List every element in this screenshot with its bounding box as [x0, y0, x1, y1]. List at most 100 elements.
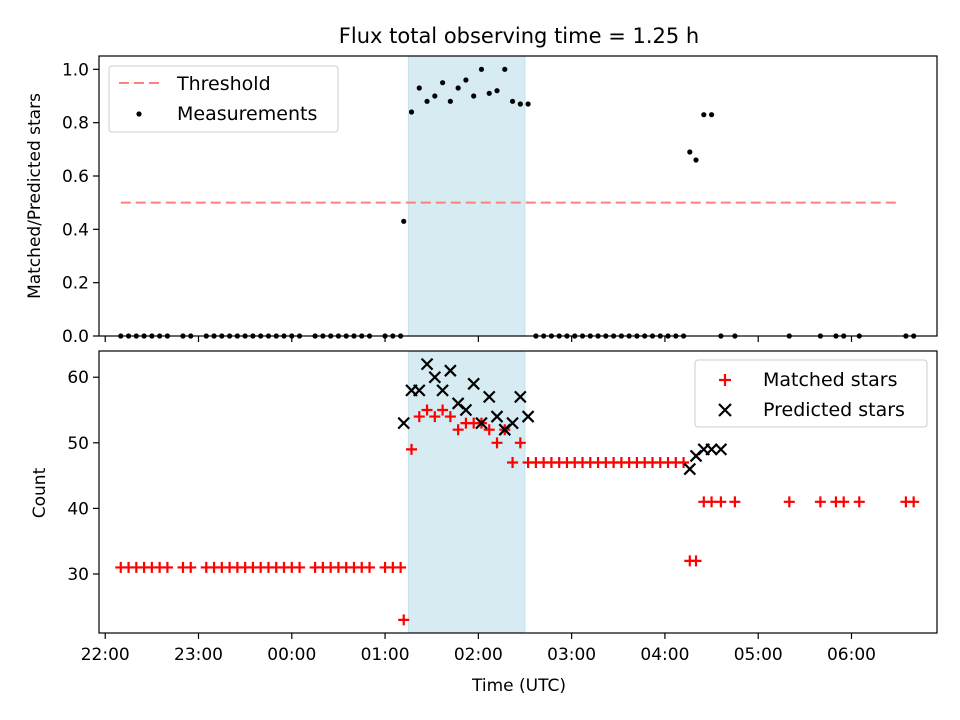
x-tick-label: 06:00 — [827, 645, 876, 665]
bottom-y-axis: 30 40 50 60 — [67, 368, 99, 585]
matched-star-point — [444, 411, 456, 423]
measurement-point — [408, 109, 415, 115]
predicted-star-point — [428, 370, 442, 384]
legend-predicted-label: Predicted stars — [763, 399, 905, 421]
matched-star-point — [838, 496, 850, 508]
y-tick-label: 50 — [67, 434, 89, 454]
matched-star-point — [715, 496, 727, 508]
predicted-star-point — [444, 364, 457, 377]
matched-star-point — [398, 614, 410, 626]
measurement-point — [432, 93, 438, 99]
y-tick-label: 0.2 — [62, 274, 89, 294]
matched-star-point — [483, 424, 495, 436]
bottom-panel: 30 40 50 60 22:00 23:00 00:00 01:00 02:00 03:00 0… — [30, 350, 938, 696]
matched-star-point — [421, 404, 433, 416]
matched-star-point — [507, 456, 519, 468]
y-tick-label: 0.0 — [62, 327, 89, 347]
measurement-point — [486, 90, 492, 96]
bottom-axes-frame — [98, 350, 938, 634]
measurement-point — [502, 66, 508, 72]
measurement-point — [447, 98, 453, 104]
predicted-star-point — [436, 384, 449, 397]
y-tick-label: 0.8 — [62, 114, 89, 134]
legend-predicted-swatch — [718, 403, 732, 417]
bottom-legend: Matched stars Predicted stars — [694, 359, 928, 428]
x-tick-label: 23:00 — [174, 645, 223, 665]
measurement-point — [455, 85, 461, 91]
matched-star-point — [413, 411, 425, 423]
top-legend: Threshold Measurements — [108, 65, 339, 133]
predicted-star-point — [420, 357, 434, 371]
y-tick-label: 1.0 — [62, 60, 89, 80]
matched-star-point — [690, 555, 702, 567]
matched-star-point — [853, 496, 865, 508]
matched-star-point — [395, 561, 407, 573]
predicted-star-point — [412, 384, 426, 397]
matched-star-point — [678, 456, 690, 468]
measurement-point — [693, 157, 699, 163]
y-tick-label: 30 — [67, 565, 89, 585]
matched-star-point — [729, 496, 741, 508]
measurement-point — [525, 101, 531, 107]
measurement-point — [517, 101, 523, 107]
predicted-star-point — [490, 410, 504, 423]
x-tick-label: 01:00 — [361, 645, 410, 665]
measurement-point — [687, 149, 693, 155]
measurement-point — [416, 85, 422, 91]
predicted-star-point — [714, 443, 728, 456]
x-tick-label: 22:00 — [81, 645, 130, 665]
predicted-star-point — [705, 443, 718, 456]
matched-star-point — [814, 496, 826, 508]
y-tick-label: 40 — [67, 499, 89, 519]
bottom-y-axis-label: Count — [30, 467, 50, 518]
matched-star-point — [294, 561, 306, 573]
matched-star-point — [514, 437, 526, 449]
matched-star-point — [429, 411, 441, 423]
top-highlight-span — [407, 55, 526, 337]
legend-matched-label: Matched stars — [763, 369, 897, 391]
x-tick-label: 02:00 — [454, 645, 503, 665]
predicted-star-point — [482, 390, 496, 404]
predicted-star-point — [467, 377, 480, 391]
matched-star-point — [185, 561, 197, 573]
top-panel: 0.0 0.2 0.4 0.6 0.8 1.0 Matched/Predicted sta… — [25, 55, 938, 347]
bottom-legend-box — [694, 359, 928, 428]
x-axis-label: Time (UTC) — [471, 676, 566, 696]
x-tick-label: 03:00 — [547, 645, 596, 665]
predicted-star-point — [514, 390, 527, 404]
predicted-star-point — [521, 410, 535, 423]
measurement-point — [478, 66, 485, 72]
matched-star-point — [706, 496, 718, 508]
matched-star-point — [161, 561, 173, 573]
top-y-axis: 0.0 0.2 0.4 0.6 0.8 1.0 — [62, 60, 99, 347]
matched-star-point — [452, 424, 464, 436]
legend-threshold-label: Threshold — [176, 73, 271, 95]
measurement-point — [471, 93, 477, 99]
legend-measurement-swatch — [136, 111, 142, 117]
matched-star-point — [491, 437, 503, 449]
legend-matched-swatch — [719, 374, 731, 386]
measurement-point — [494, 88, 500, 94]
matched-star-point — [406, 443, 418, 455]
predicted-star-point — [683, 462, 697, 476]
predicted-star-point — [475, 416, 488, 430]
top-legend-box — [108, 65, 339, 133]
x-tick-label: 05:00 — [734, 645, 783, 665]
bottom-x-axis: 22:00 23:00 00:00 01:00 02:00 03:00 04:00 05:00… — [81, 633, 876, 665]
measurement-point — [509, 98, 516, 104]
chart-title: Flux total observing time = 1.25 h — [339, 24, 699, 48]
measurement-point — [424, 98, 430, 104]
predicted-star-point — [459, 403, 473, 417]
y-tick-label: 0.6 — [62, 167, 89, 187]
predicted-star-point — [506, 416, 519, 430]
measurement-point — [708, 112, 715, 118]
matched-star-point — [908, 496, 920, 508]
measurement-point — [701, 112, 707, 118]
y-tick-label: 60 — [67, 368, 89, 388]
x-tick-label: 00:00 — [267, 645, 316, 665]
x-tick-label: 04:00 — [640, 645, 689, 665]
top-x-ticks — [104, 336, 853, 342]
legend-measurement-label: Measurements — [177, 103, 317, 125]
predicted-star-point — [397, 416, 411, 430]
